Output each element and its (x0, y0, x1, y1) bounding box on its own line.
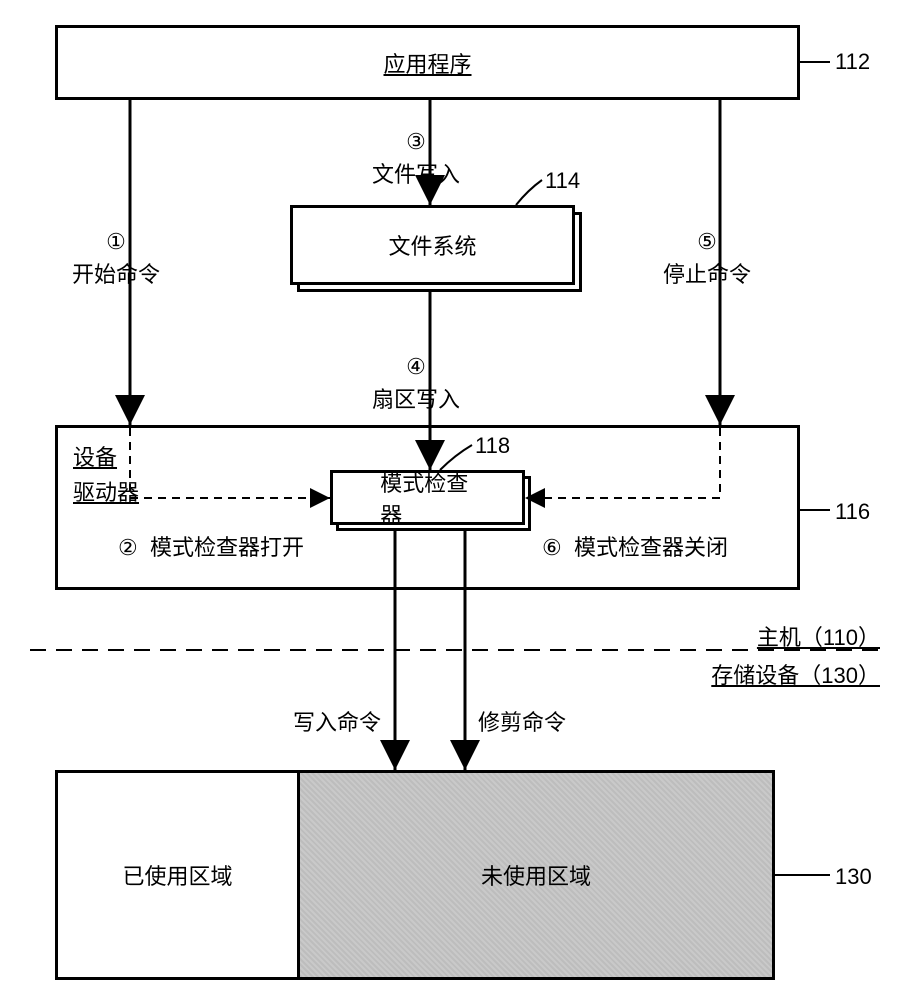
edge1-label: ①开始命令 (72, 225, 160, 291)
storage-dev-label: 存储设备（130） (711, 658, 880, 690)
used-region: 已使用区域 (55, 770, 300, 980)
trim-cmd-label: 修剪命令 (478, 705, 566, 737)
pattern-checker-box: 模式检查器 (330, 470, 525, 525)
edge5-label: ⑤停止命令 (663, 225, 751, 291)
diagram-canvas: 应用程序 文件系统 设备驱动器 模式检查器 已使用区域 未使用区域 ①开始命令 … (0, 0, 911, 1000)
edge2-label: ② 模式检查器打开 (118, 530, 304, 562)
unused-label: 未使用区域 (481, 859, 591, 891)
write-cmd-label: 写入命令 (293, 705, 381, 737)
driver-label: 设备驱动器 (73, 440, 139, 510)
unused-region: 未使用区域 (297, 770, 775, 980)
used-label: 已使用区域 (122, 859, 232, 891)
app-label: 应用程序 (383, 47, 471, 79)
edge6-label: ⑥ 模式检查器关闭 (542, 530, 728, 562)
edge4-label: ④扇区写入 (372, 350, 460, 416)
pc-label: 模式检查器 (380, 466, 475, 530)
ref-116: 116 (835, 499, 870, 525)
fs-label: 文件系统 (388, 229, 476, 261)
ref-112: 112 (835, 49, 870, 75)
ref-114: 114 (545, 168, 580, 194)
host-label: 主机（110） (757, 620, 880, 652)
fs-box: 文件系统 (290, 205, 575, 285)
app-box: 应用程序 (55, 25, 800, 100)
ref-118: 118 (475, 433, 510, 459)
edge3-label: ③文件写入 (372, 125, 460, 191)
ref-130: 130 (835, 864, 872, 890)
